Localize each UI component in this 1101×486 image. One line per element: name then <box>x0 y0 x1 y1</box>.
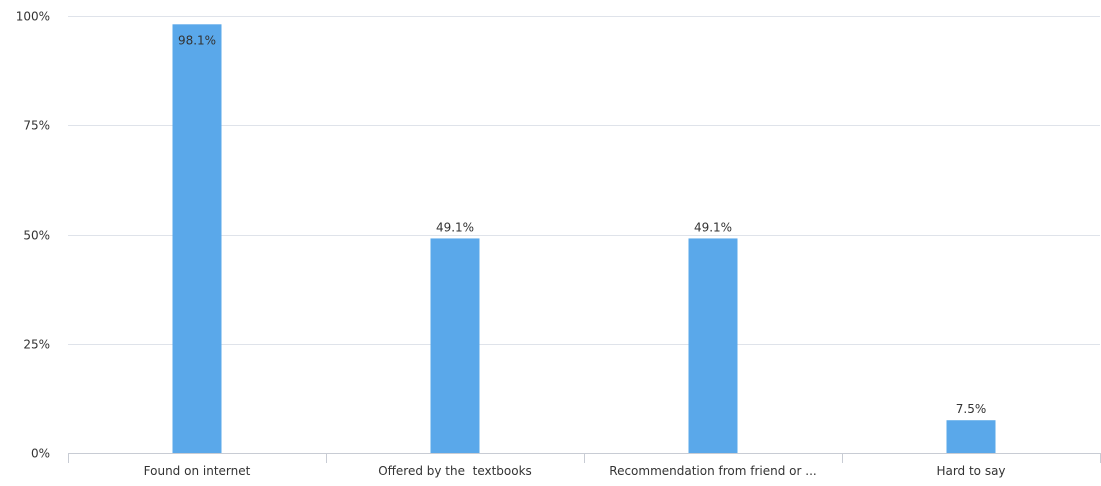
grid-lines <box>68 16 1100 345</box>
y-tick-label: 0% <box>31 447 50 461</box>
bar[interactable] <box>688 238 738 453</box>
bar[interactable] <box>946 420 996 453</box>
data-labels: 98.1% 49.1% 49.1% 7.5% <box>178 33 986 416</box>
y-axis-ticks: 0% 25% 50% 75% 100% <box>16 10 50 461</box>
bar[interactable] <box>172 24 222 453</box>
category-labels: Found on internet Offered by the textbook… <box>144 464 1006 478</box>
category-label: Recommendation from friend or ... <box>609 464 816 478</box>
data-label: 7.5% <box>956 402 987 416</box>
bars <box>172 24 996 453</box>
y-tick-label: 75% <box>23 119 50 133</box>
y-tick-label: 100% <box>16 10 50 24</box>
y-tick-label: 50% <box>23 229 50 243</box>
data-label: 49.1% <box>436 220 474 234</box>
bar[interactable] <box>430 238 480 453</box>
category-label: Found on internet <box>144 464 251 478</box>
category-label: Offered by the textbooks <box>378 464 532 478</box>
data-label: 49.1% <box>694 220 732 234</box>
x-axis <box>68 453 1101 463</box>
y-tick-label: 25% <box>23 338 50 352</box>
category-label: Hard to say <box>936 464 1005 478</box>
data-label: 98.1% <box>178 33 216 47</box>
